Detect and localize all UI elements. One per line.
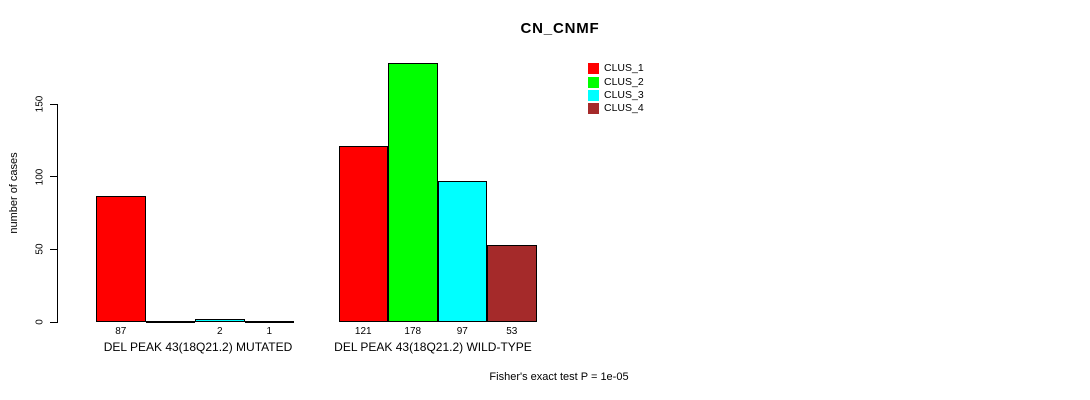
bar-clus_2-group2 [388, 63, 438, 322]
legend-label-clus_3: CLUS_3 [604, 88, 644, 101]
chart-title: CN_CNMF [520, 20, 600, 37]
legend-row: CLUS_4 [588, 102, 644, 115]
bar-value-label: 53 [506, 326, 518, 337]
legend-label-clus_1: CLUS_1 [604, 62, 644, 75]
footnote-fishers-test: Fisher's exact test P = 1e-05 [489, 371, 629, 383]
legend-row: CLUS_2 [588, 75, 644, 88]
bar-clus_1-group2 [338, 146, 388, 322]
y-axis-tick [50, 321, 57, 323]
bar-value-label: 1 [266, 326, 273, 337]
bar-clus_2-group1 [145, 321, 195, 323]
bar-value-label: 2 [216, 326, 223, 337]
y-axis-tick-label: 0 [34, 319, 46, 325]
bar-clus_1-group1 [96, 195, 146, 322]
legend-row: CLUS_3 [588, 89, 644, 102]
bar-clus_4-group2 [487, 244, 537, 322]
y-axis-tick [50, 103, 57, 105]
x-category-label-mutated: DEL PEAK 43(18Q21.2) MUTATED [103, 340, 293, 354]
y-axis-line [57, 104, 58, 323]
y-axis-tick-label: 50 [34, 243, 46, 255]
bar-clus_3-group2 [437, 181, 487, 322]
legend: CLUS_1 CLUS_2 CLUS_3 CLUS_4 [588, 62, 644, 116]
x-category-label-wildtype: DEL PEAK 43(18Q21.2) WILD-TYPE [334, 340, 532, 354]
y-axis-tick [50, 248, 57, 250]
legend-label-clus_4: CLUS_4 [604, 102, 644, 115]
bar-clus_3-group1 [195, 319, 245, 322]
bar-value-label: 87 [115, 326, 127, 337]
legend-swatch-clus_4 [588, 103, 599, 115]
legend-swatch-clus_3 [588, 89, 599, 101]
legend-swatch-clus_2 [588, 76, 599, 88]
y-axis-label: number of cases [8, 152, 20, 234]
bar-value-label: 97 [456, 326, 468, 337]
y-axis-tick [50, 176, 57, 178]
y-axis-tick-label: 100 [34, 168, 46, 185]
bar-value-label: 121 [354, 326, 372, 337]
bar-value-label: 178 [404, 326, 422, 337]
y-axis-tick-label: 150 [34, 95, 46, 113]
bar-clus_4-group1 [244, 320, 294, 323]
legend-swatch-clus_1 [588, 63, 599, 75]
legend-row: CLUS_1 [588, 62, 644, 75]
legend-label-clus_2: CLUS_2 [604, 75, 644, 88]
